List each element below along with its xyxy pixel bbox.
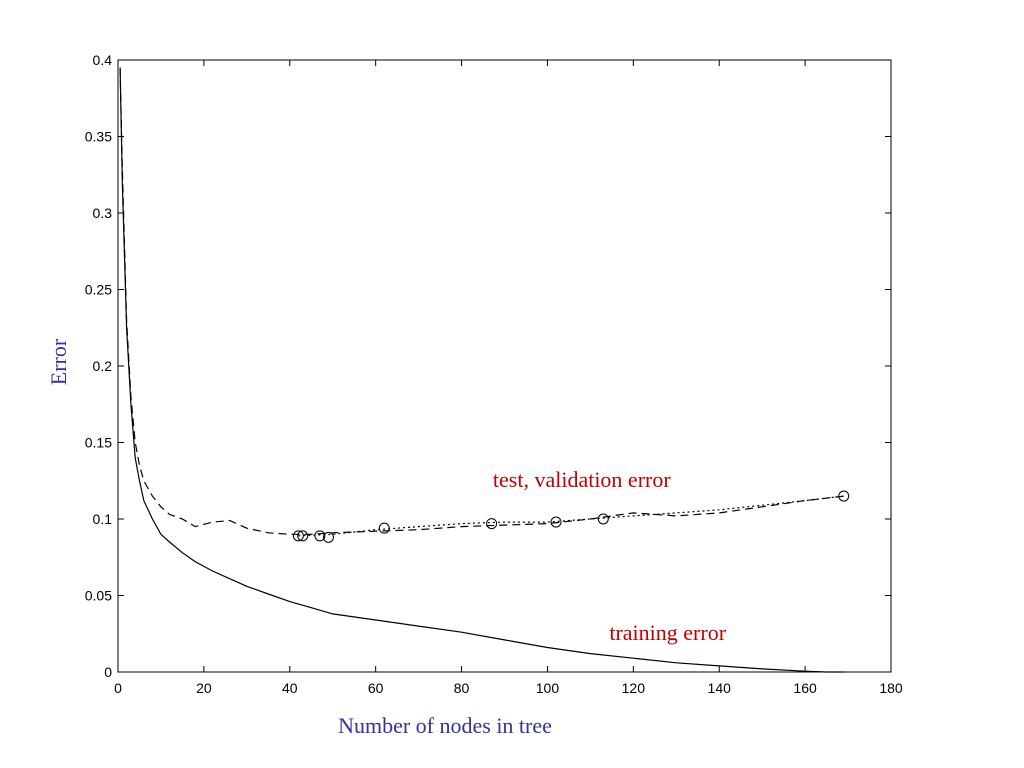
x-tick-label: 40 <box>282 680 298 696</box>
x-tick-label: 0 <box>114 680 122 696</box>
data-point-marker <box>486 518 498 530</box>
ticks-group: 0 20 40 60 80 100 120 140 160 180 0 0.05 0.1 0.15 0.2 0… <box>85 52 903 696</box>
y-tick-label: 0.4 <box>93 52 113 68</box>
annotations-group: test, validation error training error <box>493 467 727 645</box>
y-tick-label: 0.25 <box>85 282 112 298</box>
validation-error-line <box>298 495 844 537</box>
x-axis-label: Number of nodes in tree <box>338 713 552 738</box>
annotation-label: training error <box>609 620 726 645</box>
plot-area <box>117 59 892 673</box>
y-tick-label: 0.3 <box>93 205 113 221</box>
x-tick-label: 180 <box>879 680 903 696</box>
series-group <box>119 67 844 673</box>
data-point-marker <box>378 522 390 534</box>
x-tick-label: 140 <box>708 680 732 696</box>
test-error-line <box>119 67 844 535</box>
data-point-marker <box>292 530 304 542</box>
x-tick-label: 120 <box>622 680 646 696</box>
x-tick-label: 160 <box>793 680 817 696</box>
data-point-marker <box>314 530 326 542</box>
training-error-line <box>119 67 844 673</box>
x-tick-label: 80 <box>454 680 470 696</box>
data-point-marker <box>597 513 609 525</box>
y-tick-label: 0.05 <box>85 588 112 604</box>
data-point-marker <box>322 531 334 543</box>
y-tick-label: 0.15 <box>85 435 112 451</box>
y-tick-label: 0 <box>104 664 112 680</box>
y-tick-label: 0.2 <box>93 358 113 374</box>
y-tick-label: 0.1 <box>93 511 113 527</box>
x-tick-label: 20 <box>196 680 212 696</box>
x-tick-label: 100 <box>536 680 560 696</box>
annotation-label: test, validation error <box>493 467 671 492</box>
markers-group <box>292 490 850 543</box>
data-point-marker <box>550 516 562 528</box>
y-axis-label: Error <box>46 338 71 385</box>
data-point-marker <box>297 530 309 542</box>
data-point-marker <box>838 490 850 502</box>
y-tick-label: 0.35 <box>85 129 112 145</box>
x-tick-label: 60 <box>368 680 384 696</box>
